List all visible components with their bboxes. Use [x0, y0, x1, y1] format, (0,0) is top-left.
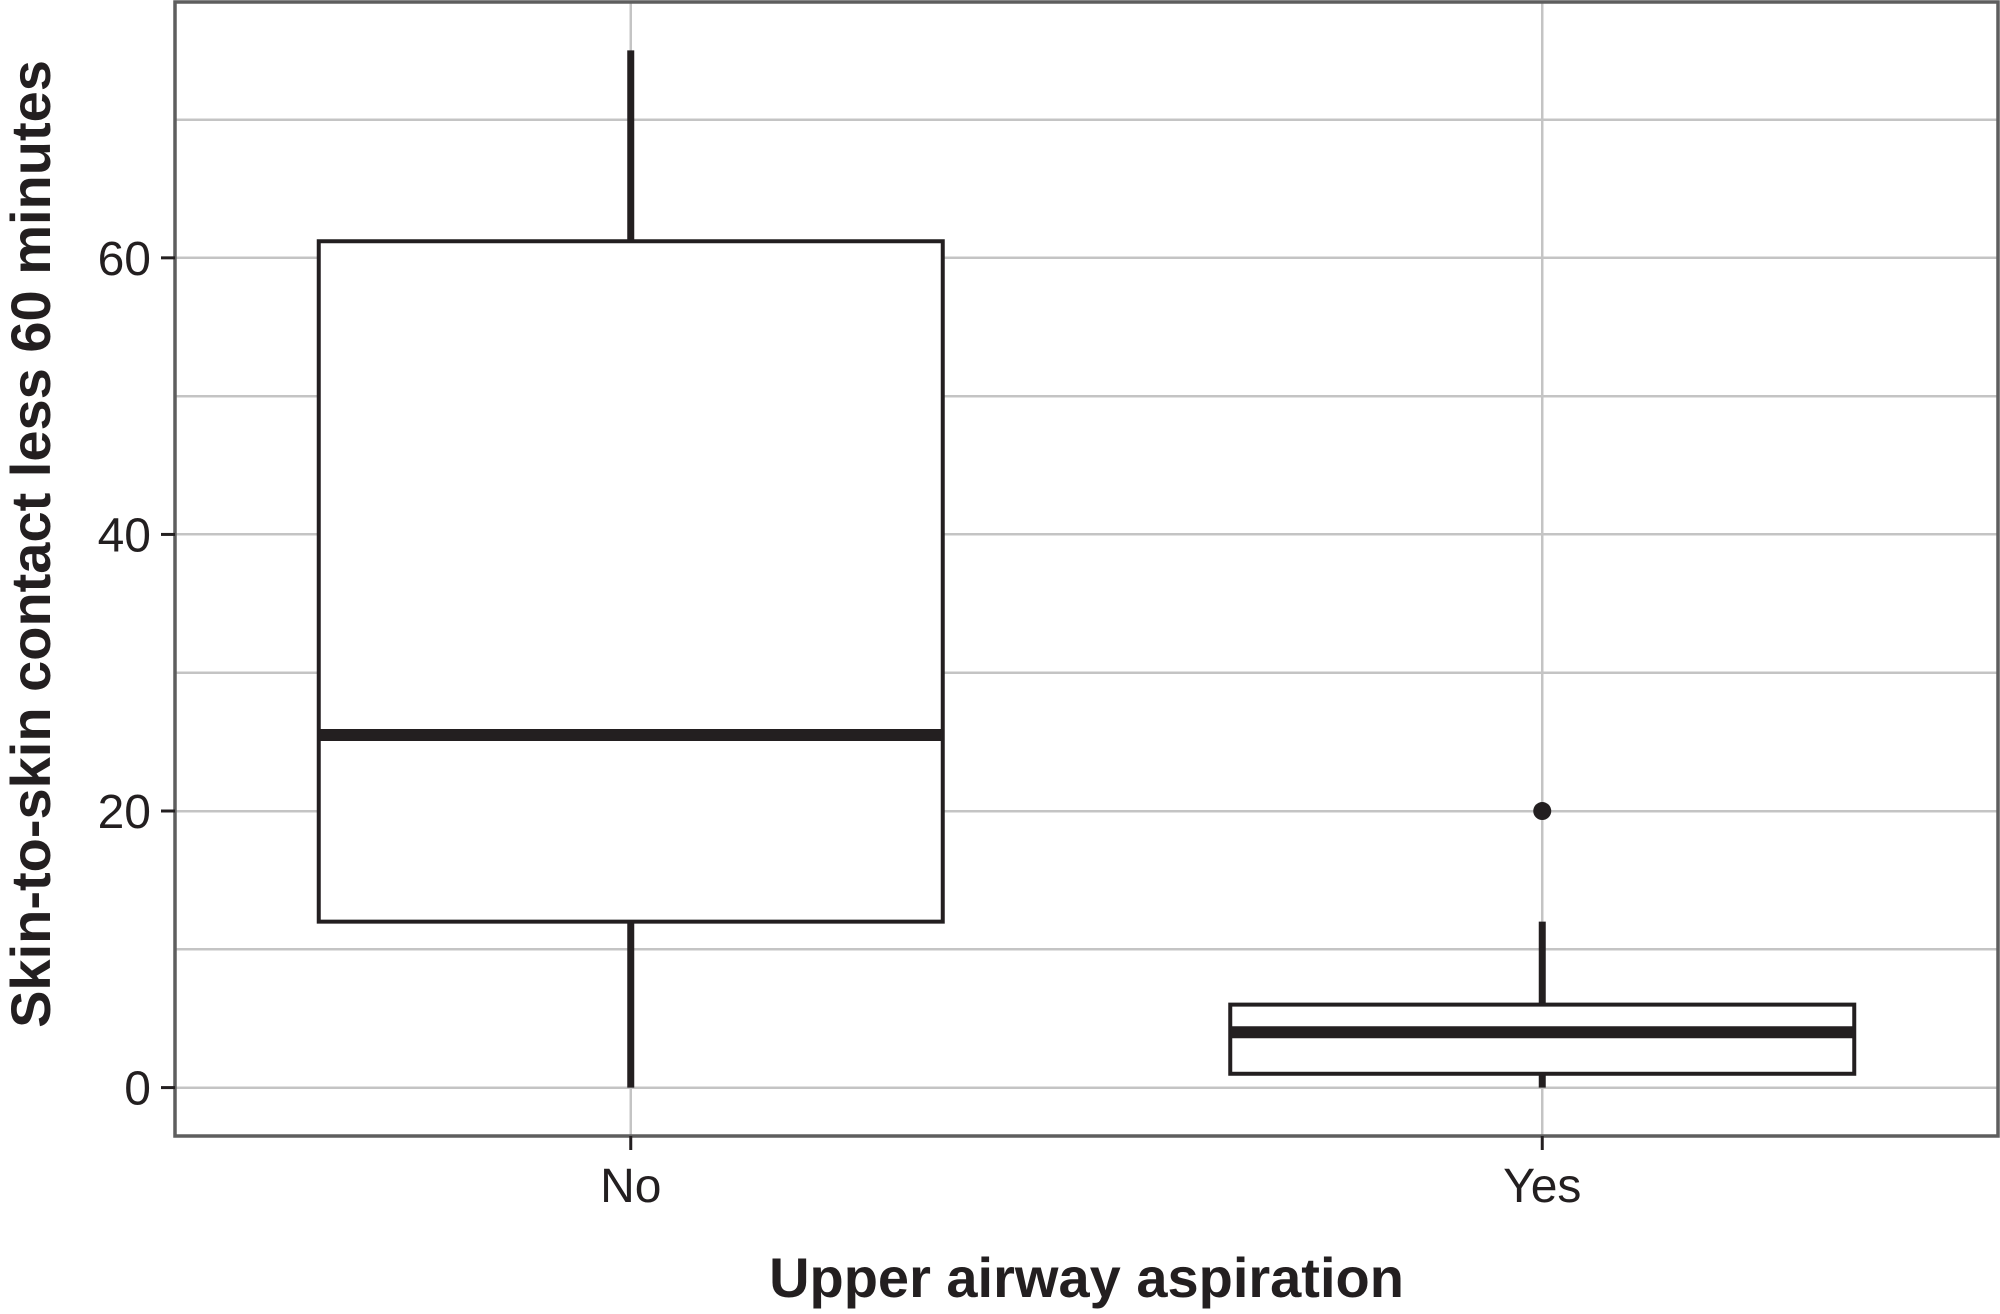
box-yes [1228, 802, 1857, 1088]
x-tick-label: No [600, 1160, 661, 1213]
outlier-point [1533, 802, 1552, 821]
plot-panel-border [173, 0, 2000, 1138]
interquartile-box [316, 239, 945, 924]
y-tick-label: 60 [98, 233, 151, 286]
y-tick-label: 40 [98, 509, 151, 562]
x-axis-title: Upper airway aspiration [769, 1246, 1404, 1309]
x-tick-label: Yes [1503, 1160, 1581, 1213]
y-axis-ticks: 0 20 40 60 [98, 233, 175, 1116]
y-tick-label: 20 [98, 786, 151, 839]
y-axis-title: Skin-to-skin contact less 60 minutes [0, 60, 62, 1028]
box-no [316, 50, 945, 1088]
box-series [316, 50, 1857, 1088]
interquartile-box [1228, 1002, 1857, 1076]
x-axis-ticks: No Yes [600, 1136, 1581, 1213]
y-tick-label: 0 [124, 1063, 151, 1116]
